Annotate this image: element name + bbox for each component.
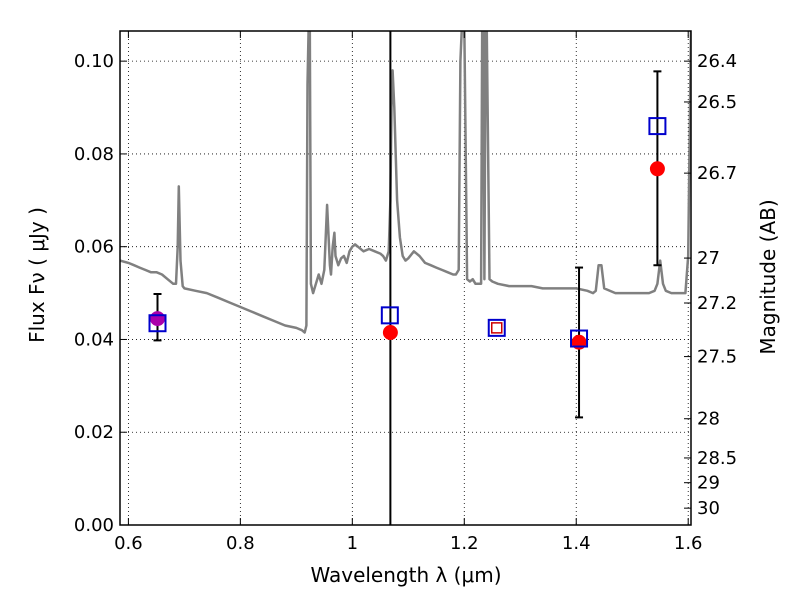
y-tick-label: 0.06 [74,237,114,258]
red-circle-point [382,325,398,341]
purple-circle-point [150,311,166,327]
y-tick-label: 0.10 [74,51,114,72]
x-tick-label: 1 [347,533,358,554]
x-tick-label: 0.6 [114,533,143,554]
x-tick-label: 0.8 [226,533,255,554]
spectrum-line [120,31,691,334]
y-tick-label: 0.08 [74,144,114,165]
right-axis-ticks: 26.4 26.5 26.7 27 27.2 27.5 28 28.5 29 30 [684,51,737,519]
right-tick-label: 29 [697,473,720,494]
model-spectrum [120,31,691,334]
right-tick-label: 26.5 [697,92,737,113]
x-tick-label: 1.6 [674,533,703,554]
red-square-point [490,322,503,334]
x-tick-label: 1.2 [450,533,479,554]
blue-square-point [570,329,589,348]
right-tick-label: 27.2 [697,293,737,314]
right-tick-label: 28.5 [697,448,737,469]
right-tick-label: 30 [697,498,720,519]
blue-square-point [380,306,399,325]
x-tick-label: 1.4 [562,533,591,554]
right-tick-label: 27 [697,248,720,269]
right-tick-label: 26.7 [697,163,737,184]
y-axis-ticks: 0.00 0.02 0.04 0.06 0.08 0.10 [74,51,127,536]
right-axis-title: Magnitude (AB) [756,199,780,354]
plot-frame [119,30,692,526]
x-axis-ticks: 0.6 0.8 1 1.2 1.4 1.6 [114,31,703,554]
right-tick-label: 27.5 [697,347,737,368]
x-axis-title: Wavelength λ (μm) [310,563,501,587]
y-axis-title: Flux Fν ( μJy ) [25,207,49,343]
red-circle-point [649,161,665,177]
right-tick-label: 26.4 [697,51,737,72]
right-tick-label: 28 [697,409,720,430]
blue-square-point [648,117,667,136]
plot-frame-border [119,30,692,526]
y-tick-label: 0.00 [74,515,114,536]
blue-square-point [148,314,167,333]
y-tick-label: 0.04 [74,329,114,350]
red-square-outer [487,318,506,337]
data-markers [148,117,667,350]
y-tick-label: 0.02 [74,422,114,443]
